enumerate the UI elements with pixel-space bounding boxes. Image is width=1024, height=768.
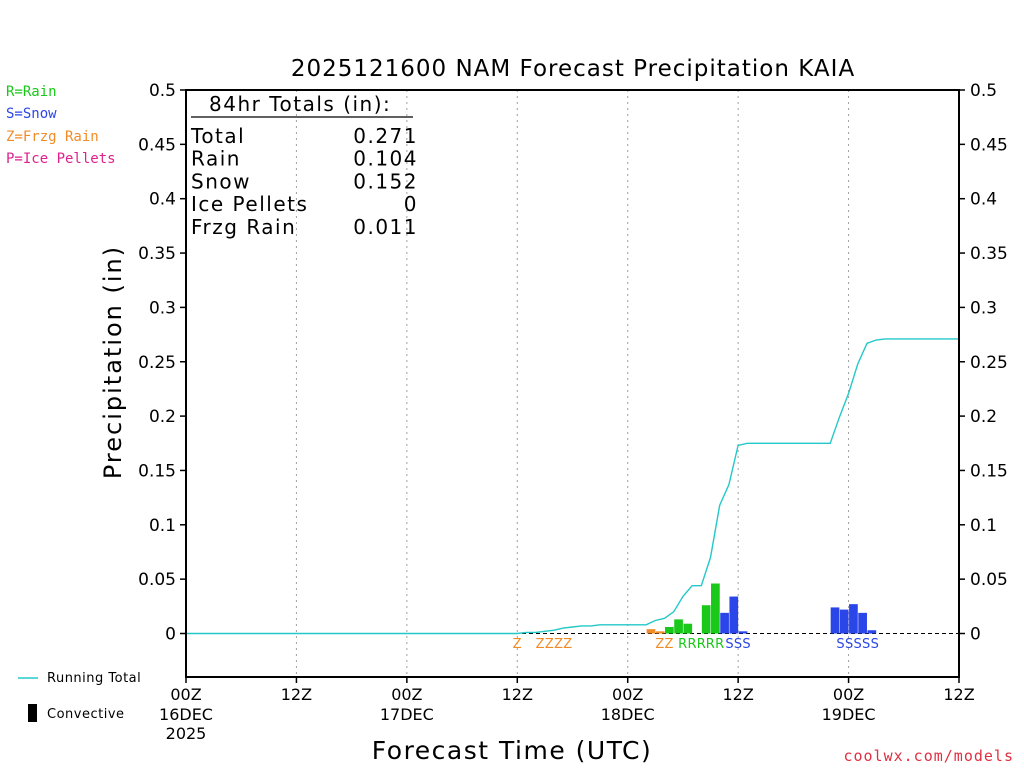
legend-snow: S=Snow [6,106,57,122]
bottom-legend: Running Total Convective [18,671,141,722]
y-tick-label-right: 0.3 [970,298,997,318]
y-tick-label-right: 0 [970,625,981,645]
y-tick-label-right: 0.45 [970,135,1008,155]
x-tick-time-label: 00Z [833,685,864,704]
y-tick-label-right: 0.25 [970,353,1008,373]
legend-ice-pellets: P=Ice Pellets [6,151,116,167]
bar-snow [830,607,840,634]
x-tick-time-label: 12Z [722,685,753,704]
precip-bars [646,583,877,634]
y-tick-label-right: 0.1 [970,516,997,536]
y-tick-label-right: 0.5 [970,81,997,101]
bar-rain [683,623,693,634]
y-tick-label-left: 0.4 [149,190,176,210]
totals-row-value: 0.104 [353,147,418,171]
x-tick-date-label: 19DEC [822,705,876,724]
bar-snow [729,596,739,634]
y-tick-label-left: 0.35 [138,244,176,264]
convective-legend-label: Convective [47,707,125,722]
y-tick-label-right: 0.2 [970,407,997,427]
y-tick-label-left: 0 [165,625,176,645]
running-total-legend-label: Running Total [47,671,141,686]
y-tick-label-left: 0.45 [138,135,176,155]
bar-snow [858,612,867,634]
bar-snow [849,604,858,634]
type-label: ZZZZ [536,637,573,652]
type-label: Z [513,637,522,652]
bar-snow [738,631,748,634]
totals-row-value: 0.271 [353,124,418,148]
chart-title: 2025121600 NAM Forecast Precipitation KA… [291,56,855,82]
x-tick-date-label: 18DEC [601,705,655,724]
running-total-line [186,338,959,635]
totals-box: 84hr Totals (in): Total 0.271 Rain 0.104 Sno… [190,92,418,239]
type-legend: R=Rain S=Snow Z=Frzg Rain P=Ice Pellets [6,84,116,167]
totals-row-value: 0.011 [353,215,418,239]
type-label: RRR [678,637,706,652]
bar-snow [839,609,849,634]
bar-snow [867,630,877,634]
gridlines [295,90,850,677]
credit-text: coolwx.com/models [843,747,1014,765]
legend-frzg-rain: Z=Frzg Rain [6,129,99,145]
x-tick-time-label: 00Z [391,685,422,704]
type-labels: Z ZZZZ ZZ RRR RR SSS SSSSS [513,637,879,652]
type-label: RR [706,637,725,652]
convective-swatch [28,704,37,722]
y-tick-label-left: 0.1 [149,516,176,536]
x-axis-title: Forecast Time (UTC) [372,736,652,765]
y-axis-left: 0 0.05 0.1 0.15 0.2 0.25 0.3 0.35 0.4 0.45 0.5 [138,81,186,645]
x-tick-time-label: 00Z [612,685,643,704]
totals-row-label: Ice Pellets [191,192,308,216]
type-label: ZZ [655,637,673,652]
y-tick-label-right: 0.05 [970,570,1008,590]
y-tick-label-right: 0.35 [970,244,1008,264]
x-tick-time-label: 00Z [170,685,201,704]
y-tick-label-right: 0.4 [970,190,997,210]
bar-rain [674,619,683,634]
type-label: SSS [725,637,751,652]
y-tick-label-right: 0.15 [970,461,1008,481]
x-tick-time-label: 12Z [502,685,533,704]
x-tick-date-label: 17DEC [380,705,434,724]
totals-row-label: Frzg Rain [191,215,296,239]
y-tick-label-left: 0.2 [149,407,176,427]
bar-frzg-rain [655,631,665,634]
y-tick-label-left: 0.3 [149,298,176,318]
x-tick-date-label: 16DEC [159,705,213,724]
y-tick-label-left: 0.25 [138,353,176,373]
y-tick-label-left: 0.05 [138,570,176,590]
legend-rain: R=Rain [6,84,57,100]
totals-row-value: 0 [404,192,418,216]
y-tick-label-left: 0.15 [138,461,176,481]
y-axis-right: 0 0.05 0.1 0.15 0.2 0.25 0.3 0.35 0.4 0.45 0.5 [959,81,1008,645]
y-axis-title: Precipitation (in) [99,245,127,479]
totals-header: 84hr Totals (in): [209,92,391,116]
type-label: SSSSS [836,637,879,652]
plot-frame [185,89,960,678]
totals-row-label: Snow [191,169,251,193]
x-tick-time-label: 12Z [943,685,974,704]
x-tick-year-label: 2025 [166,724,207,743]
y-tick-label-left: 0.5 [149,81,176,101]
totals-row-label: Total [190,124,245,148]
bar-rain [711,583,720,634]
bar-rain [701,605,711,634]
totals-row-label: Rain [191,147,241,171]
x-tick-time-label: 12Z [281,685,312,704]
bar-frzg-rain [646,629,656,634]
bar-rain [665,626,674,634]
bar-snow [720,612,729,634]
totals-row-value: 0.152 [353,169,418,193]
